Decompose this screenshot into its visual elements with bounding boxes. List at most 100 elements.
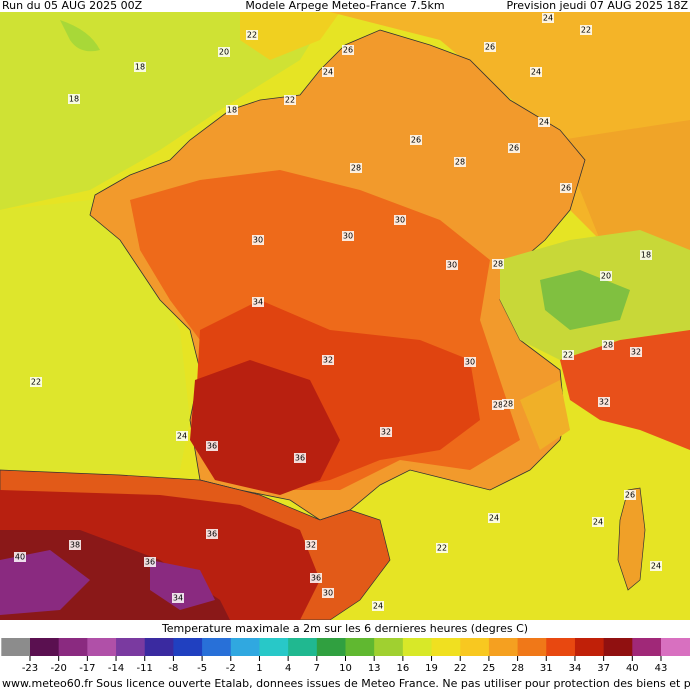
contour-label: 24 (489, 514, 499, 523)
contour-label: 20 (601, 272, 611, 281)
label-box (206, 529, 218, 539)
colorbar-tick-label: 43 (655, 663, 668, 674)
model-info: Modele Arpege Meteo-France 7.5km (245, 0, 444, 12)
label-box (502, 399, 514, 409)
label-box (252, 297, 264, 307)
contour-label: 36 (311, 574, 321, 583)
colorbar-cell (603, 638, 633, 656)
label-box (310, 573, 322, 583)
contour-label: 28 (603, 341, 613, 350)
contour-label: 36 (207, 442, 217, 451)
label-box (454, 157, 466, 167)
label-box (14, 552, 26, 562)
colorbar-cell (230, 638, 260, 656)
provence-hills (520, 380, 570, 450)
colorbar-tick-label: 22 (454, 663, 467, 674)
label-box (342, 231, 354, 241)
colorbar-tick-label: 40 (626, 663, 639, 674)
label-box (436, 543, 448, 553)
label-box (68, 94, 80, 104)
contour-label: 34 (173, 594, 183, 603)
colorbar-cell (460, 638, 490, 656)
contour-label: 28 (455, 158, 465, 167)
contour-label: 24 (651, 562, 661, 571)
contour-label: 36 (207, 530, 217, 539)
label-box (69, 540, 81, 550)
colorbar-cell (116, 638, 146, 656)
label-box (144, 557, 156, 567)
label-box (464, 357, 476, 367)
label-box (252, 235, 264, 245)
colorbar-tick-label: -5 (197, 663, 207, 674)
contour-label: 26 (625, 491, 635, 500)
contour-label: 24 (593, 518, 603, 527)
colorbar-cell (1, 638, 31, 656)
colorbar-tick-label: -20 (51, 663, 67, 674)
legend-title: Temperature maximale a 2m sur les 6 dern… (161, 622, 528, 635)
label-box (640, 250, 652, 260)
contour-label: 30 (447, 261, 457, 270)
contour-label: 26 (411, 136, 421, 145)
contour-label: 18 (641, 251, 651, 260)
label-box (542, 13, 554, 23)
label-box (650, 561, 662, 571)
label-box (294, 453, 306, 463)
label-box (508, 143, 520, 153)
label-box (206, 441, 218, 451)
colorbar-tick-label: 37 (597, 663, 610, 674)
label-box (218, 47, 230, 57)
label-box (394, 215, 406, 225)
colorbar-tick-label: 31 (540, 663, 553, 674)
label-box (598, 397, 610, 407)
label-box (530, 67, 542, 77)
label-box (372, 601, 384, 611)
label-box (446, 260, 458, 270)
label-box (322, 67, 334, 77)
spain-extreme-2 (150, 560, 215, 610)
colorbar-tick-label: 16 (396, 663, 409, 674)
colorbar-tick-label: 28 (511, 663, 524, 674)
label-box (538, 117, 550, 127)
contour-label: 32 (599, 398, 609, 407)
label-box (322, 355, 334, 365)
contour-label: 28 (493, 260, 503, 269)
colorbar-tick-label: 4 (285, 663, 291, 674)
label-box (602, 340, 614, 350)
colorbar-cell (30, 638, 60, 656)
colorbar-tick-label: 19 (425, 663, 438, 674)
forecast-info: Prevision jeudi 07 AUG 2025 18Z (507, 0, 689, 12)
corsica (617, 487, 646, 591)
label-box (492, 400, 504, 410)
contour-label: 30 (465, 358, 475, 367)
label-box (484, 42, 496, 52)
colorbar-tick-label: -14 (108, 663, 124, 674)
colorbar-cell (488, 638, 519, 656)
contour-label: 24 (539, 118, 549, 127)
label-box (134, 62, 146, 72)
label-box (560, 183, 572, 193)
colorbar-cell (574, 638, 605, 656)
colorbar-cell (288, 638, 318, 656)
contour-label: 24 (177, 432, 187, 441)
contour-label: 30 (395, 216, 405, 225)
map-labels: 2218182018222624262224262424262628283030… (14, 13, 662, 611)
contour-label: 22 (437, 544, 447, 553)
wales (60, 20, 100, 52)
contour-label: 28 (351, 164, 361, 173)
colorbar-cell (173, 638, 203, 656)
contour-label: 26 (485, 43, 495, 52)
label-box (592, 517, 604, 527)
label-box (410, 135, 422, 145)
contour-label: 26 (343, 46, 353, 55)
colorbar-tick-label: -8 (168, 663, 178, 674)
label-box (342, 45, 354, 55)
switzerland-north (560, 120, 690, 260)
colorbar-cell (345, 638, 375, 656)
channel-sea (0, 12, 330, 210)
run-info: Run du 05 AUG 2025 00Z (2, 0, 143, 12)
contour-label: 22 (563, 351, 573, 360)
colorbar-cell (144, 638, 174, 656)
contour-label: 24 (543, 14, 553, 23)
label-box (580, 25, 592, 35)
